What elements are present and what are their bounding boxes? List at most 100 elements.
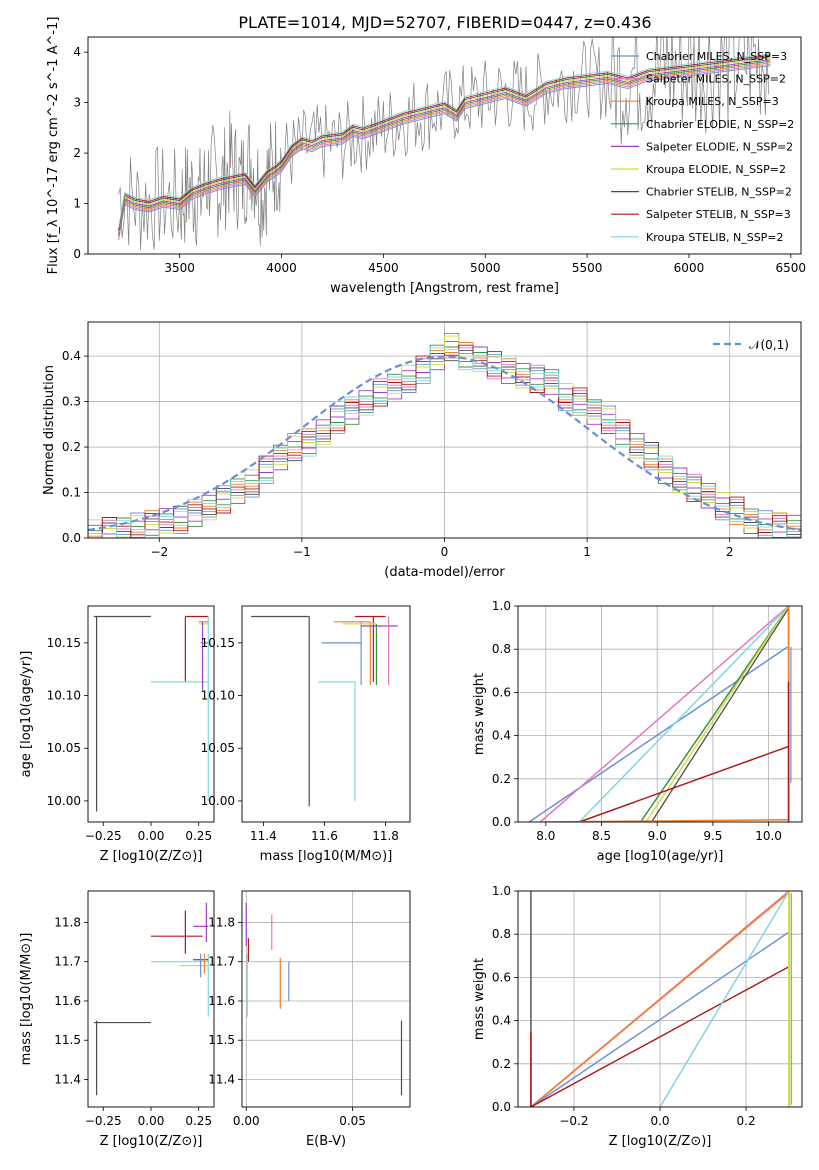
y-axis-label: mass [log10(M/M⊙)]: [19, 933, 34, 1066]
y-tick-label: 0.6: [492, 685, 511, 699]
x-axis-label: Z [log10(Z/Z⊙)]: [609, 1134, 712, 1149]
histogram-step-line: [88, 350, 801, 538]
x-tick-label: 0.00: [233, 1114, 260, 1128]
weight-line: [579, 745, 789, 822]
panel-mass_vs_ebv: 0.00 0.05 11.4 11.5 11.6 11.7 11.8 E(B-V): [208, 890, 411, 1149]
y-tick-label: 0.2: [62, 440, 81, 454]
y-tick-label: 0.4: [492, 1014, 511, 1028]
y-tick-label: 11.7: [54, 955, 81, 969]
x-axis-label: E(B-V): [306, 1134, 346, 1149]
x-axis-label: age [log10(age/yr)]: [597, 849, 724, 864]
axes-frame: [87, 605, 215, 823]
weight-line: [578, 606, 790, 822]
model-spectrum-line: [118, 54, 771, 230]
model-spectrum-line: [118, 65, 771, 240]
y-tick-label: 10.10: [47, 689, 81, 703]
weight-line: [539, 606, 790, 822]
x-tick-label: 11.6: [311, 829, 338, 843]
y-tick-label: 11.5: [54, 1033, 81, 1047]
x-tick-label: 2: [726, 545, 734, 559]
histogram-step-line: [88, 344, 801, 538]
x-tick-label: 1: [583, 545, 591, 559]
y-tick-label: 10.00: [201, 794, 235, 808]
y-tick-label: 10.00: [47, 794, 81, 808]
weight-line: [645, 606, 790, 822]
y-tick-label: 11.8: [54, 915, 81, 929]
axes-frame: [87, 890, 215, 1108]
weight-line: [639, 606, 790, 822]
y-axis-label: mass weight: [472, 958, 487, 1040]
y-tick-label: 0.4: [62, 349, 81, 363]
y-tick-label: 0.8: [492, 642, 511, 656]
axes-frame: [517, 605, 803, 823]
plot-area-mass_vs_ebv: [245, 902, 403, 1096]
x-tick-label: −2: [150, 545, 168, 559]
x-tick-label: 9.5: [703, 829, 722, 843]
x-tick-label: 0.05: [339, 1114, 366, 1128]
legend-entry: Chabrier MILES, N_SSP=3: [646, 50, 787, 63]
x-tick-label: 11.8: [372, 829, 399, 843]
weight-line: [530, 931, 790, 1107]
legend-entry: Kroupa STELIB, N_SSP=2: [646, 231, 784, 244]
y-tick-label: 0.0: [62, 531, 81, 545]
x-axis-label: Z [log10(Z/Z⊙)]: [100, 849, 203, 864]
y-tick-label: 0: [73, 247, 81, 261]
y-tick-label: 11.8: [208, 915, 235, 929]
weight-line: [530, 965, 790, 1107]
model-spectrum-line: [118, 60, 771, 236]
y-tick-label: 2: [73, 146, 81, 160]
legend-entry: Salpeter MILES, N_SSP=2: [646, 73, 786, 86]
x-tick-label: 0.00: [138, 1114, 165, 1128]
y-axis-label: age [log10(age/yr)]: [19, 651, 34, 778]
legend-entry: Salpeter STELIB, N_SSP=3: [646, 208, 791, 221]
y-tick-label: 11.6: [208, 994, 235, 1008]
panel-weight_vs_age: 8.0 8.5 9.0 9.5 10.0 0.0 0.2 0.4 0.6 0.8 1.0 age [l…: [472, 599, 803, 864]
y-tick-label: 0.0: [492, 815, 511, 829]
x-tick-label: 4000: [266, 261, 297, 275]
legend-entry: Kroupa MILES, N_SSP=3: [646, 95, 779, 108]
y-tick-label: 4: [73, 45, 81, 59]
x-tick-label: −0.25: [85, 1114, 122, 1128]
y-tick-label: 11.6: [54, 994, 81, 1008]
normal-pdf-curve: [88, 355, 801, 532]
plot-area-spectrum: [118, 37, 771, 251]
y-axis-label: mass weight: [472, 673, 487, 755]
x-tick-label: 6500: [776, 261, 807, 275]
plot-area-mass_vs_Z: [93, 902, 209, 1096]
plot-area-weight_vs_age: [528, 606, 792, 822]
panel-residual_hist: −2 −1 0 1 2 0.0 0.1 0.2 0.3 0.4 (data-model)/error…: [42, 321, 802, 580]
x-tick-label: 6000: [674, 261, 705, 275]
panel-age_vs_Z: −0.25 0.00 0.25 10.00 10.05 10.10 10.15 Z [log1…: [19, 605, 215, 864]
x-tick-label: −0.2: [559, 1114, 588, 1128]
legend-entry: Salpeter ELODIE, N_SSP=2: [646, 140, 793, 153]
model-spectrum-line: [118, 56, 771, 231]
x-axis-label: Z [log10(Z/Z⊙)]: [100, 1134, 203, 1149]
x-tick-label: 4500: [368, 261, 399, 275]
y-tick-label: 11.7: [208, 955, 235, 969]
y-tick-label: 1.0: [492, 884, 511, 898]
x-tick-label: −0.25: [85, 829, 122, 843]
y-tick-label: 0.4: [492, 729, 511, 743]
data-spectrum-line: [118, 37, 770, 251]
model-spectrum-line: [118, 62, 771, 237]
x-axis-label: wavelength [Angstrom, rest frame]: [330, 281, 559, 296]
x-tick-label: 0.0: [650, 1114, 669, 1128]
model-spectrum-line: [118, 59, 771, 234]
model-spectrum-line: [118, 63, 771, 239]
x-axis-label: (data-model)/error: [384, 565, 505, 580]
model-spectrum-line: [118, 53, 771, 228]
y-tick-label: 0.8: [492, 927, 511, 941]
x-axis-label: mass [log10(M/M⊙)]: [260, 849, 393, 864]
y-tick-label: 0.1: [62, 486, 81, 500]
x-tick-label: 9.0: [648, 829, 667, 843]
weight-line: [530, 891, 790, 1107]
x-tick-label: 0: [441, 545, 449, 559]
axes-frame: [87, 36, 802, 255]
y-axis-label: Normed distribution: [42, 365, 57, 495]
x-tick-label: −1: [293, 545, 311, 559]
y-tick-label: 11.5: [208, 1033, 235, 1047]
x-tick-label: 5000: [470, 261, 501, 275]
y-tick-label: 3: [73, 96, 81, 110]
legend-entry: 𝒩(0,1): [749, 338, 789, 352]
